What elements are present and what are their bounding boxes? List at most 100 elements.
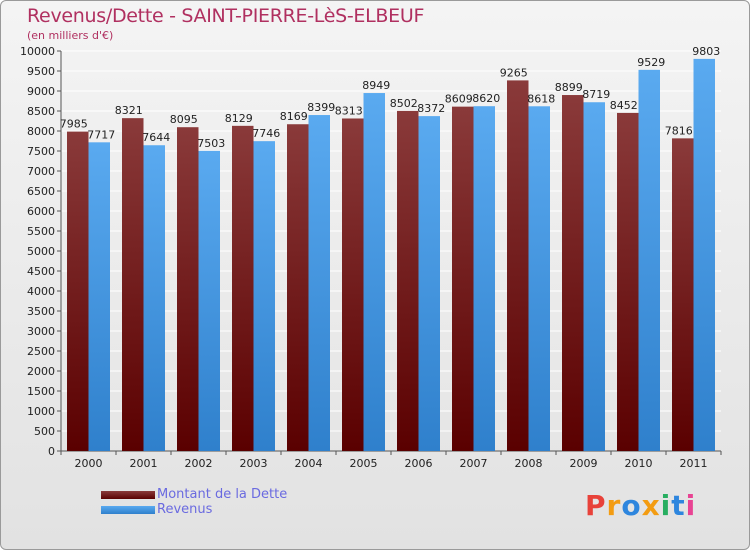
data-label: 8452 [610, 99, 638, 112]
data-label: 7717 [87, 128, 115, 141]
data-label: 8618 [527, 92, 555, 105]
x-tick-label: 2000 [75, 457, 103, 470]
y-tick-label: 7500 [27, 145, 55, 158]
data-label: 8620 [472, 92, 500, 105]
data-label: 8899 [555, 81, 583, 94]
y-tick-label: 0 [48, 445, 55, 458]
logo-letter: i [685, 489, 697, 522]
data-label: 8502 [390, 97, 418, 110]
debt-bar [562, 95, 584, 451]
data-label: 8372 [417, 102, 445, 115]
y-tick-label: 4500 [27, 265, 55, 278]
x-tick-label: 2008 [515, 457, 543, 470]
x-tick-label: 2002 [185, 457, 213, 470]
debt-bar [617, 112, 639, 452]
y-tick-label: 4000 [27, 285, 55, 298]
data-label: 8609 [445, 93, 473, 106]
data-label: 7985 [60, 118, 88, 131]
debt-bar [122, 118, 144, 451]
y-tick-label: 7000 [27, 165, 55, 178]
logo-letter: t [671, 489, 686, 522]
data-label: 7816 [665, 124, 693, 137]
revenue-bar [88, 142, 110, 451]
data-label: 7746 [252, 127, 280, 140]
x-tick-label: 2010 [625, 457, 653, 470]
revenue-bar [638, 69, 660, 451]
data-label: 9529 [637, 56, 665, 69]
grid-lines [61, 50, 721, 452]
revenue-bar [308, 115, 330, 451]
y-tick-label: 1500 [27, 385, 55, 398]
legend-item-debt: Montant de la Dette [101, 487, 287, 502]
chart-subtitle: (en milliers d'€) [27, 29, 114, 42]
y-tick-label: 3500 [27, 305, 55, 318]
debt-bar [232, 125, 254, 451]
y-tick-label: 1000 [27, 405, 55, 418]
legend-swatch-debt [101, 490, 155, 499]
x-tick-label: 2001 [130, 457, 158, 470]
logo-letter: x [641, 489, 661, 522]
legend-label-debt: Montant de la Dette [157, 487, 288, 502]
revenue-bar [418, 116, 440, 452]
y-tick-label: 2500 [27, 345, 55, 358]
x-tick-label: 2004 [295, 457, 323, 470]
debt-bar [342, 118, 364, 451]
revenue-bar [583, 102, 605, 452]
legend-label-revenue: Revenus [157, 502, 213, 517]
data-label: 8095 [170, 113, 198, 126]
data-label: 8129 [225, 112, 253, 125]
x-tick-label: 2007 [460, 457, 488, 470]
data-label: 9803 [692, 45, 720, 58]
y-tick-label: 500 [34, 425, 55, 438]
y-tick-label: 5500 [27, 225, 55, 238]
debt-bar [287, 124, 309, 452]
revenue-bar [473, 106, 495, 451]
revenue-bar [253, 141, 275, 451]
data-label: 8949 [362, 79, 390, 92]
revenue-bar [363, 93, 385, 451]
debt-bar [672, 138, 694, 452]
debt-bar [177, 127, 199, 451]
debt-bar [452, 106, 474, 451]
y-axis-ticks: 0 500 1000 1500 2000 2500 3000 3500 4000 4500 5000… [20, 45, 721, 458]
y-tick-label: 10000 [20, 45, 55, 58]
y-tick-label: 6000 [27, 205, 55, 218]
data-label: 8313 [335, 104, 363, 117]
debt-bar [397, 110, 419, 452]
data-label: 8719 [582, 88, 610, 101]
legend-swatch-revenue [101, 505, 155, 514]
logo-letter: i [660, 489, 672, 522]
x-tick-label: 2011 [680, 457, 708, 470]
data-label: 8321 [115, 104, 143, 117]
revenue-bar [693, 58, 715, 451]
y-tick-label: 3000 [27, 325, 55, 338]
y-tick-label: 8500 [27, 105, 55, 118]
legend: Montant de la Dette Revenus [101, 487, 287, 517]
y-tick-label: 5000 [27, 245, 55, 258]
proxiti-logo: Proxiti [585, 489, 696, 522]
data-label: 8169 [280, 110, 308, 123]
chart-title: Revenus/Dette - SAINT-PIERRE-LèS-ELBEUF [27, 5, 425, 27]
data-label: 7503 [197, 137, 225, 150]
revenue-bar [143, 145, 165, 452]
bars [67, 58, 715, 452]
y-tick-label: 2000 [27, 365, 55, 378]
y-tick-label: 6500 [27, 185, 55, 198]
y-tick-label: 9500 [27, 65, 55, 78]
x-axis-ticks: 2000 2001 2002 2003 2004 2005 2006 2007 2008 2009… [60, 451, 722, 470]
legend-item-revenue: Revenus [101, 502, 287, 517]
logo-letter: r [606, 489, 622, 522]
logo-letter: o [621, 489, 642, 522]
y-tick-label: 8000 [27, 125, 55, 138]
x-tick-label: 2006 [405, 457, 433, 470]
logo-letter: P [585, 489, 607, 522]
revenue-bar [198, 150, 220, 451]
x-tick-label: 2009 [570, 457, 598, 470]
data-label: 7644 [142, 131, 170, 144]
debt-bar [67, 131, 89, 451]
x-tick-label: 2003 [240, 457, 268, 470]
revenue-bar [528, 106, 550, 451]
